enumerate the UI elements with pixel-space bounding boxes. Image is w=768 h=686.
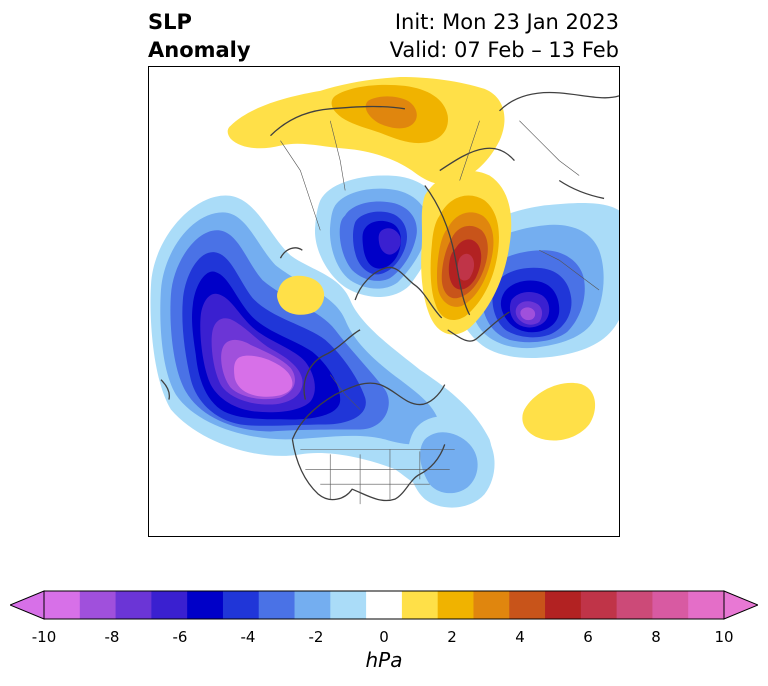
colorbar-segment [330, 591, 367, 619]
colorbar-segment [258, 591, 296, 619]
valid-period: Valid: 07 Feb – 13 Feb [389, 38, 619, 62]
colorbar-tick-label: 8 [651, 628, 661, 646]
colorbar-segment [545, 591, 582, 619]
colorbar-outline [43, 590, 725, 620]
atlantic-high-anomaly [522, 382, 596, 441]
colorbar-tick-label: 0 [379, 628, 389, 646]
colorbar-segment [509, 591, 546, 619]
arctic-canada-low-anomaly [314, 175, 440, 297]
colorbar-tick-label: 2 [447, 628, 457, 646]
colorbar-tick-label: -4 [240, 628, 256, 646]
title-line-1: SLP [148, 10, 192, 34]
colorbar-over-triangle [723, 590, 758, 620]
colorbar-tick-label: 4 [515, 628, 525, 646]
colorbar-segment [688, 591, 725, 619]
colorbar-segment [366, 591, 403, 619]
colorbar-tick-label: -10 [31, 628, 57, 646]
colorbar-segment [151, 591, 188, 619]
colorbar-segment [437, 591, 474, 619]
arctic-high-anomaly [421, 170, 512, 335]
colorbar-tick-label: 6 [583, 628, 593, 646]
init-date: Init: Mon 23 Jan 2023 [394, 10, 619, 34]
title-line-2: Anomaly [148, 38, 251, 62]
colorbar-segment [580, 591, 618, 619]
colorbar-tick-label: -8 [104, 628, 120, 646]
eurasia-low-anomaly [450, 202, 619, 359]
colorbar-tick-label: -2 [308, 628, 324, 646]
colorbar-segment [294, 591, 331, 619]
colorbar-segment [187, 591, 224, 619]
coastlines [160, 91, 619, 502]
pacific-low-anomaly [150, 195, 493, 500]
colorbar-segment [473, 591, 510, 619]
colorbar [10, 590, 758, 620]
map-title: SLP Anomaly [148, 8, 251, 64]
forecast-dates: Init: Mon 23 Jan 2023 Valid: 07 Feb – 13… [390, 8, 619, 64]
atlantic-low-anomaly [407, 416, 495, 508]
colorbar-segment [115, 591, 152, 619]
colorbar-segment [652, 591, 689, 619]
colorbar-under-triangle [10, 590, 45, 620]
colorbar-unit: hPa [365, 648, 403, 672]
colorbar-segment [79, 591, 117, 619]
colorbar-segment [616, 591, 653, 619]
colorbar-segment [222, 591, 260, 619]
colorbar-tick-label: -6 [172, 628, 188, 646]
colorbar-tick-label: 10 [714, 628, 734, 646]
pacific-high-anomaly [277, 275, 325, 315]
colorbar-segment [44, 591, 81, 619]
country-borders [280, 120, 600, 505]
slp-anomaly-map [148, 66, 620, 537]
colorbar-segment [401, 591, 439, 619]
siberia-high-anomaly [227, 76, 505, 185]
